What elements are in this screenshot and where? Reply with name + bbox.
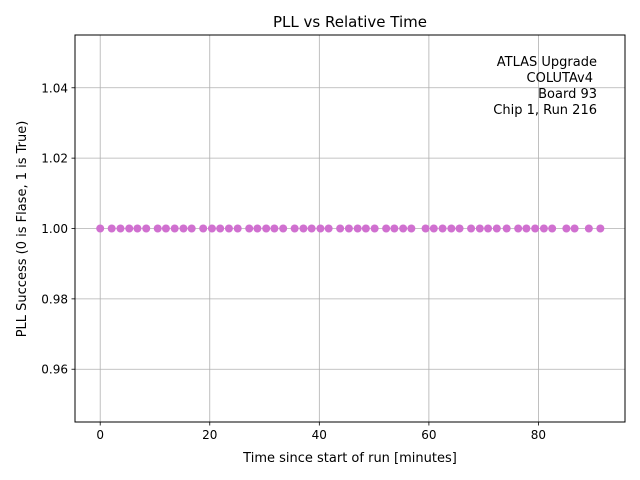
- x-tick-label: 20: [202, 428, 217, 442]
- data-point: [279, 224, 288, 233]
- data-point: [133, 224, 142, 233]
- data-point: [390, 224, 399, 233]
- data-point: [584, 224, 593, 233]
- data-point: [502, 224, 511, 233]
- data-point: [531, 224, 540, 233]
- data-point: [270, 224, 279, 233]
- data-point: [199, 224, 208, 233]
- annotation-line-3: Board 93: [538, 87, 597, 102]
- data-point: [399, 224, 408, 233]
- data-point: [307, 224, 316, 233]
- data-point: [170, 224, 179, 233]
- x-tick-label: 40: [312, 428, 327, 442]
- data-point: [361, 224, 370, 233]
- data-point: [548, 224, 557, 233]
- data-points: [96, 224, 605, 233]
- x-axis-label: Time since start of run [minutes]: [242, 451, 457, 466]
- data-point: [522, 224, 531, 233]
- data-point: [467, 224, 476, 233]
- y-tick-label: 1.00: [41, 222, 68, 236]
- data-point: [570, 224, 579, 233]
- chart-title: PLL vs Relative Time: [273, 13, 427, 31]
- data-point: [142, 224, 151, 233]
- data-point: [187, 224, 196, 233]
- y-tick-label: 1.04: [41, 81, 68, 95]
- data-point: [207, 224, 216, 233]
- data-point: [253, 224, 262, 233]
- data-point: [290, 224, 299, 233]
- data-point: [596, 224, 605, 233]
- data-point: [484, 224, 493, 233]
- y-axis-label: PLL Success (0 is Flase, 1 is True): [15, 121, 30, 338]
- data-point: [370, 224, 379, 233]
- y-tick-label: 0.98: [41, 292, 68, 306]
- data-point: [562, 224, 571, 233]
- y-axis: 0.96 0.98 1.00 1.02 1.04: [41, 81, 75, 377]
- data-point: [324, 224, 333, 233]
- x-tick-label: 80: [531, 428, 546, 442]
- data-point: [233, 224, 242, 233]
- data-point: [245, 224, 254, 233]
- data-point: [153, 224, 162, 233]
- data-point: [216, 224, 225, 233]
- data-point: [336, 224, 345, 233]
- data-point: [492, 224, 501, 233]
- data-point: [316, 224, 325, 233]
- data-point: [125, 224, 134, 233]
- data-point: [262, 224, 271, 233]
- y-tick-label: 1.02: [41, 152, 68, 166]
- data-point: [344, 224, 353, 233]
- data-point: [382, 224, 391, 233]
- data-point: [353, 224, 362, 233]
- x-axis: 0 20 40 60 80: [96, 422, 546, 442]
- annotation-line-4: Chip 1, Run 216: [493, 103, 597, 118]
- data-point: [96, 224, 105, 233]
- data-point: [455, 224, 464, 233]
- x-tick-label: 0: [96, 428, 104, 442]
- annotation-line-1: ATLAS Upgrade: [497, 55, 597, 70]
- data-point: [447, 224, 456, 233]
- data-point: [514, 224, 523, 233]
- data-point: [421, 224, 430, 233]
- y-tick-label: 0.96: [41, 363, 68, 377]
- data-point: [429, 224, 438, 233]
- data-point: [407, 224, 416, 233]
- annotation-line-2: COLUTAv4: [527, 71, 593, 86]
- data-point: [438, 224, 447, 233]
- data-point: [224, 224, 233, 233]
- data-point: [179, 224, 188, 233]
- data-point: [116, 224, 125, 233]
- data-point: [299, 224, 308, 233]
- data-point: [539, 224, 548, 233]
- data-point: [107, 224, 116, 233]
- data-point: [161, 224, 170, 233]
- data-point: [475, 224, 484, 233]
- x-tick-label: 60: [421, 428, 436, 442]
